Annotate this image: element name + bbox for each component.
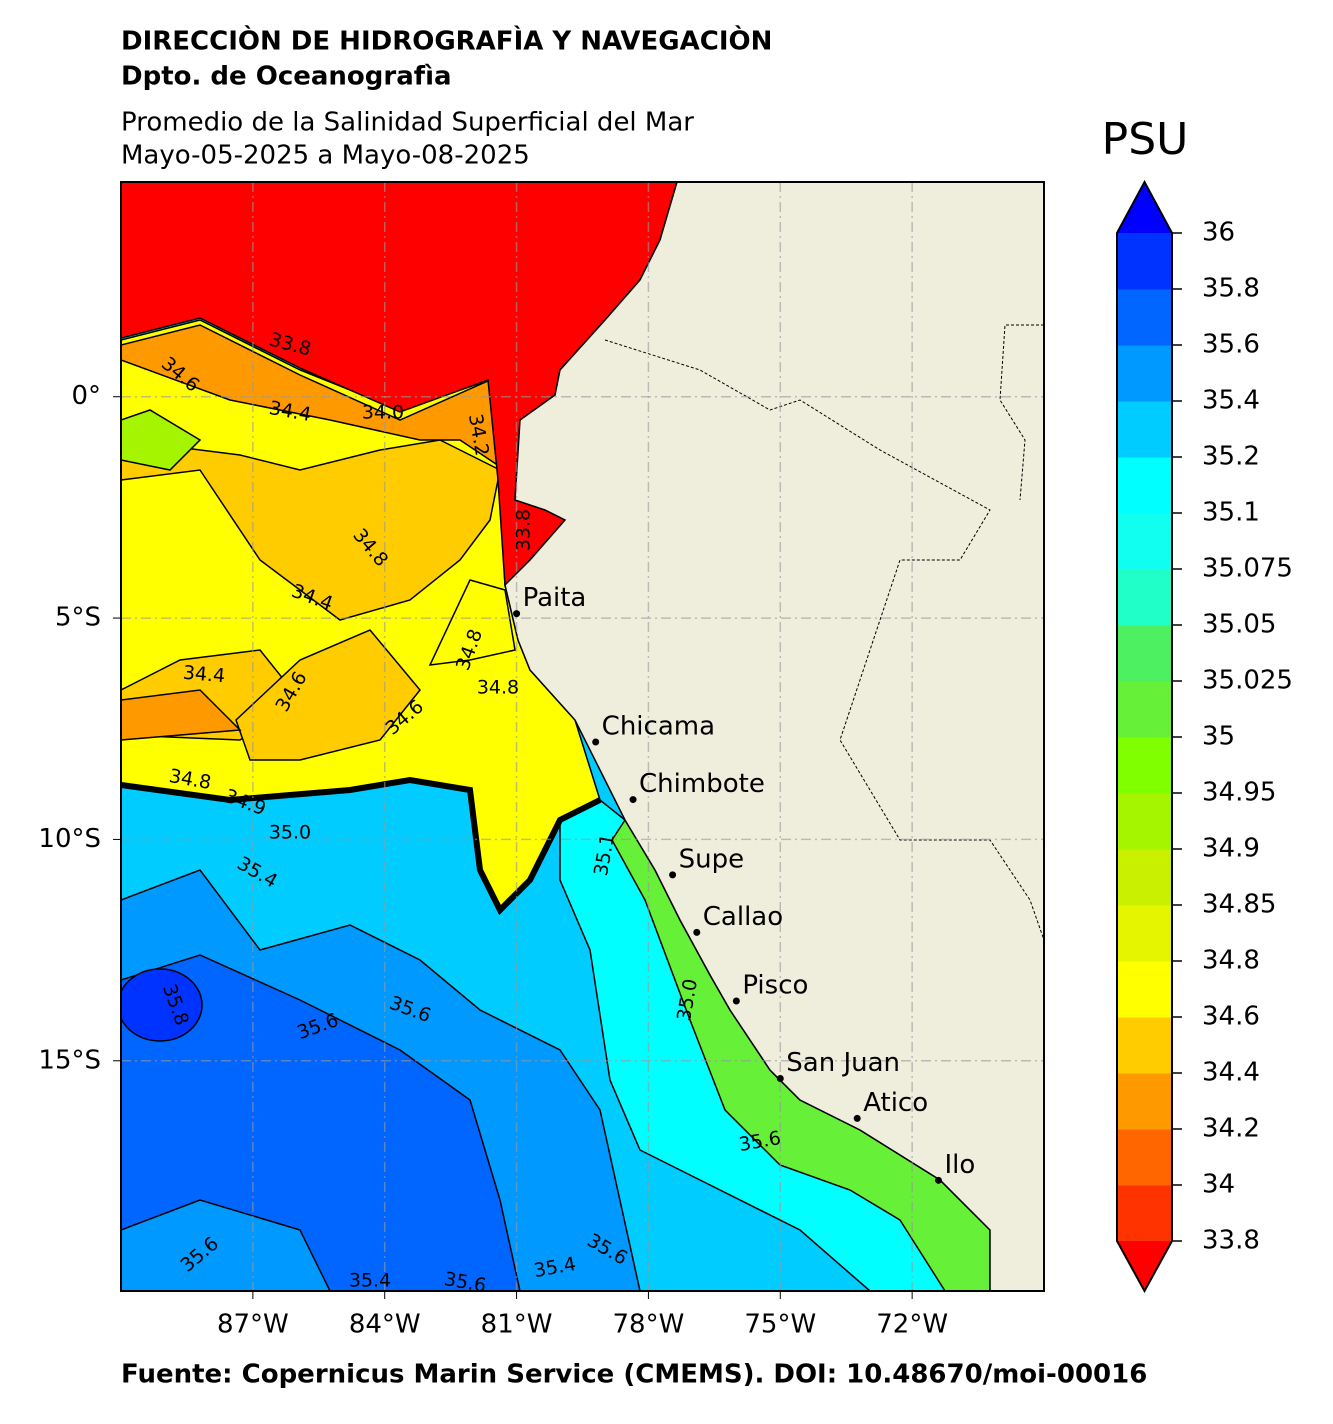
city-marker xyxy=(776,1074,784,1082)
city-marker xyxy=(513,610,521,618)
x-tick-label: 87°W xyxy=(217,1310,289,1340)
city-label: Ilo xyxy=(945,1150,976,1180)
colorbar-tick-label: 33.8 xyxy=(1202,1226,1260,1256)
colorbar-tick-label: 35.6 xyxy=(1202,330,1260,360)
city-marker xyxy=(732,997,740,1005)
map xyxy=(121,182,1044,1291)
colorbar-tick-label: 34 xyxy=(1202,1170,1235,1200)
contour-label: 35.4 xyxy=(349,1270,391,1292)
land xyxy=(504,182,1044,1291)
salinity-region xyxy=(121,689,242,741)
contour-label: 34.8 xyxy=(477,677,519,699)
colorbar-box xyxy=(1117,233,1172,290)
contour-label: 34.4 xyxy=(182,662,226,688)
colorbar-tick-label: 35.05 xyxy=(1202,610,1276,640)
salinity-region xyxy=(121,409,202,471)
city-label: Supe xyxy=(679,844,744,874)
city-label: Paita xyxy=(523,583,587,613)
city-marker xyxy=(935,1176,943,1184)
salinity-region xyxy=(121,968,203,1042)
map-title: Promedio de la Salinidad Superficial del… xyxy=(121,108,694,138)
subtitle: Dpto. de Oceanografìa xyxy=(121,62,452,92)
footer: Fuente: Copernicus Marin Service (CMEMS)… xyxy=(121,1360,1147,1390)
y-tick-label: 0° xyxy=(71,381,101,411)
colorbar-box xyxy=(1117,345,1172,402)
date-range: Mayo-05-2025 a Mayo-08-2025 xyxy=(121,141,530,171)
colorbar-tick-label: 35.075 xyxy=(1202,554,1293,584)
colorbar-tick-label: 35 xyxy=(1202,722,1235,752)
colorbar-box xyxy=(1117,569,1172,626)
colorbar-tick-label: 35.025 xyxy=(1202,666,1293,696)
city-marker xyxy=(693,928,701,936)
salinity-region xyxy=(235,629,421,761)
x-tick-label: 75°W xyxy=(744,1310,816,1340)
city-label: Atico xyxy=(863,1088,928,1118)
y-tick-label: 10°S xyxy=(38,824,101,854)
city-marker xyxy=(592,738,600,746)
x-tick-label: 72°W xyxy=(876,1310,948,1340)
colorbar-box xyxy=(1117,1185,1172,1242)
city-marker xyxy=(669,871,677,879)
colorbar-extend xyxy=(1117,1241,1172,1291)
colorbar-tick-label: 35.4 xyxy=(1202,386,1260,416)
city-marker xyxy=(853,1114,861,1122)
colorbar-tick-label: 34.4 xyxy=(1202,1058,1260,1088)
colorbar-tick-label: 35.2 xyxy=(1202,442,1260,472)
colorbar-box xyxy=(1117,737,1172,794)
colorbar-box xyxy=(1117,681,1172,738)
colorbar-tick-label: 34.95 xyxy=(1202,778,1276,808)
map-frame xyxy=(120,181,1045,1292)
colorbar-box xyxy=(1117,961,1172,1018)
colorbar-tick-label: 34.2 xyxy=(1202,1114,1260,1144)
border xyxy=(999,324,1044,501)
colorbar-box xyxy=(1117,1129,1172,1186)
title: DIRECCIÒN DE HIDROGRAFÌA Y NAVEGACIÒN xyxy=(121,25,772,57)
salinity-region xyxy=(121,1199,331,1291)
colorbar-box xyxy=(1117,401,1172,458)
x-tick-label: 81°W xyxy=(481,1310,553,1340)
colorbar-tick-label: 36 xyxy=(1202,218,1235,248)
colorbar-box xyxy=(1117,289,1172,346)
city-label: San Juan xyxy=(786,1048,900,1078)
colorbar-tick-label: 34.9 xyxy=(1202,834,1260,864)
x-tick-label: 78°W xyxy=(613,1310,685,1340)
y-tick-label: 5°S xyxy=(55,603,101,633)
colorbar-box xyxy=(1117,513,1172,570)
colorbar-extend xyxy=(1117,182,1172,233)
colorbar-tick-label: 35.1 xyxy=(1202,498,1260,528)
salinity-region xyxy=(121,324,507,472)
contour-label: 34.0 xyxy=(362,402,404,424)
x-tick-label: 84°W xyxy=(349,1310,421,1340)
colorbar-box xyxy=(1117,793,1172,850)
contour-label: 33.8 xyxy=(513,509,535,551)
city-label: Callao xyxy=(703,902,783,932)
colorbar-tick-label: 34.6 xyxy=(1202,1002,1260,1032)
y-tick-label: 15°S xyxy=(38,1045,101,1075)
colorbar-box xyxy=(1117,849,1172,906)
salinity-region xyxy=(121,439,501,621)
colorbar-box xyxy=(1117,1017,1172,1074)
colorbar-box xyxy=(1117,1073,1172,1130)
colorbar-box xyxy=(1117,457,1172,514)
colorbar-tick-label: 34.8 xyxy=(1202,946,1260,976)
colorbar-box xyxy=(1117,625,1172,682)
colorbar-title: PSU xyxy=(1102,114,1189,165)
city-label: Pisco xyxy=(742,971,808,1001)
colorbar-tick-label: 35.8 xyxy=(1202,274,1260,304)
colorbar-tick-label: 34.85 xyxy=(1202,890,1276,920)
city-label: Chicama xyxy=(602,712,715,742)
salinity-region xyxy=(428,579,516,666)
contour-label: 35.0 xyxy=(269,822,311,844)
city-marker xyxy=(629,796,637,804)
colorbar-box xyxy=(1117,905,1172,962)
city-label: Chimbote xyxy=(639,769,765,799)
